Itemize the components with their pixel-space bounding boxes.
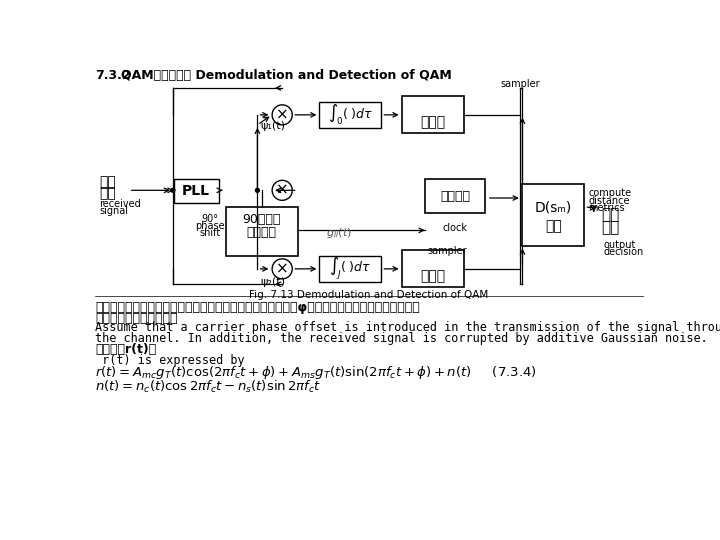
Text: phase: phase: [195, 221, 225, 231]
Text: sampler: sampler: [427, 246, 467, 256]
Bar: [402, 251, 464, 287]
Text: distance: distance: [588, 195, 630, 206]
Text: ψ₁(t): ψ₁(t): [261, 121, 286, 131]
Text: 判定: 判定: [601, 207, 620, 222]
Text: the channel. In addition, the received signal is corrupted by additive Gaussian : the channel. In addition, the received s…: [96, 332, 708, 345]
Text: $g_{II}(t)$: $g_{II}(t)$: [326, 226, 353, 240]
Text: $n(t) = n_c(t)\cos 2\pi f_c t - n_s(t)\sin 2\pi f_c t$: $n(t) = n_c(t)\cos 2\pi f_c t - n_s(t)\s…: [96, 379, 322, 395]
Text: 標本化: 標本化: [420, 269, 445, 283]
Text: signal: signal: [99, 206, 128, 217]
Circle shape: [171, 188, 175, 192]
Bar: [320, 256, 382, 282]
Text: $r(t) = A_{mc}g_T(t)\cos(2\pi f_c t + \phi) + A_{ms}g_T(t)\sin(2\pi f_c t + \phi: $r(t) = A_{mc}g_T(t)\cos(2\pi f_c t + \p…: [96, 364, 537, 381]
Text: このときr(t)は: このときr(t)は: [96, 343, 157, 356]
Text: チャネルを通過する信号の伝送に，キャリア位相オフセットφがあると仮定。さらに，受信信号: チャネルを通過する信号の伝送に，キャリア位相オフセットφがあると仮定。さらに，受…: [96, 301, 420, 314]
Bar: [225, 207, 297, 256]
Text: 信号: 信号: [99, 186, 116, 200]
Text: compute: compute: [588, 188, 631, 198]
Text: シフト．: シフト．: [247, 226, 276, 240]
Text: 90度位相: 90度位相: [243, 213, 281, 226]
Text: 7.3.2: 7.3.2: [96, 69, 131, 82]
Bar: [320, 102, 382, 128]
Text: 出力: 出力: [601, 220, 620, 235]
Text: ×: ×: [276, 261, 289, 276]
Text: clock: clock: [443, 224, 467, 233]
Bar: [174, 179, 219, 204]
Text: output: output: [604, 240, 636, 249]
Bar: [425, 179, 485, 213]
Bar: [402, 96, 464, 133]
Bar: [523, 184, 585, 246]
Text: クロック: クロック: [440, 190, 470, 202]
Text: r(t) is expressed by: r(t) is expressed by: [96, 354, 245, 367]
Text: D(sₘ): D(sₘ): [535, 200, 572, 214]
Text: metrics: metrics: [588, 204, 625, 213]
Text: ×: ×: [276, 107, 289, 123]
Text: ×: ×: [276, 183, 289, 198]
Text: QAM変調の復調 Demodulation and Detection of QAM: QAM変調の復調 Demodulation and Detection of Q…: [121, 69, 451, 82]
Text: shift: shift: [199, 228, 221, 238]
Text: 標本化: 標本化: [420, 115, 445, 129]
Text: $\int_J^{}(\;)d\tau$: $\int_J^{}(\;)d\tau$: [329, 255, 372, 282]
Text: $\int_0^{}(\;)d\tau$: $\int_0^{}(\;)d\tau$: [328, 103, 373, 127]
Text: Assume that a carrier phase offset is introduced in the transmission of the sign: Assume that a carrier phase offset is in…: [96, 321, 720, 334]
Circle shape: [256, 188, 259, 192]
Text: に加法性雑音が加わる。: に加法性雑音が加わる。: [96, 312, 178, 325]
Text: 受信: 受信: [99, 175, 116, 189]
Text: decision: decision: [604, 247, 644, 257]
Text: sampler: sampler: [500, 79, 541, 89]
Text: Fig. 7.13 Demodulation and Detection of QAM: Fig. 7.13 Demodulation and Detection of …: [249, 289, 489, 300]
Text: 計算: 計算: [545, 219, 562, 233]
Text: PLL: PLL: [182, 184, 210, 198]
Text: 90°: 90°: [202, 214, 219, 224]
Text: received: received: [99, 199, 141, 209]
Text: ψ₂(t): ψ₂(t): [261, 276, 286, 287]
